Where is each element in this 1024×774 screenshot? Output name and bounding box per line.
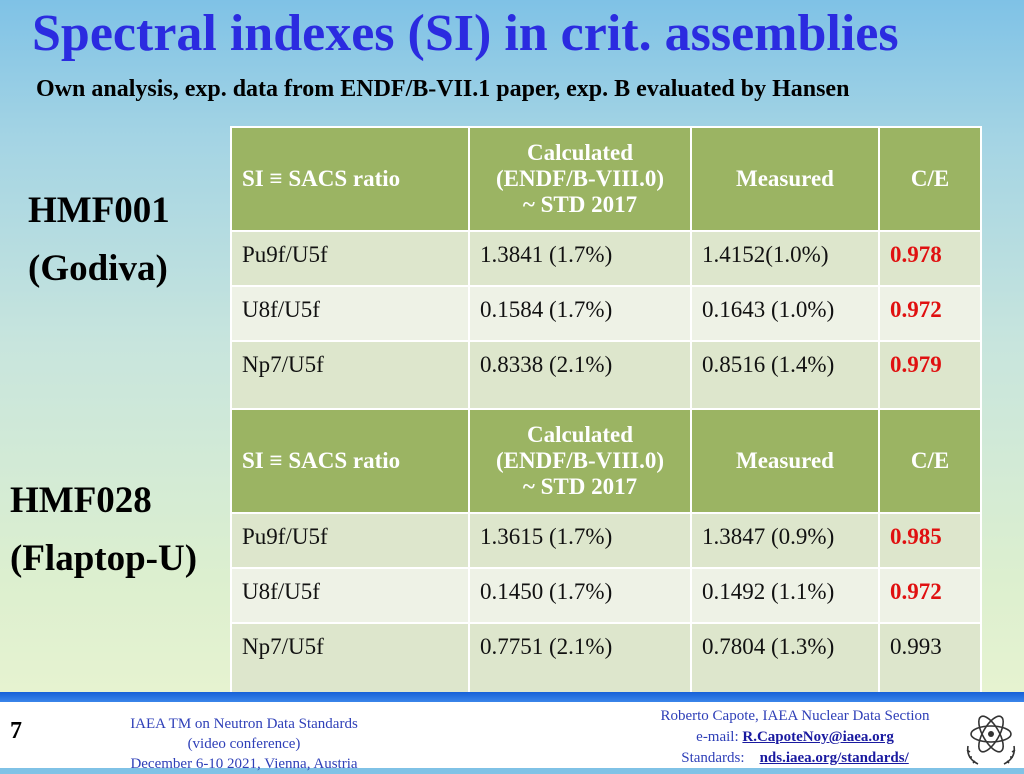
header-calculated-line3: ~ STD 2017 bbox=[522, 192, 638, 217]
table-row: Pu9f/U5f 1.3615 (1.7%) 1.3847 (0.9%) 0.9… bbox=[230, 512, 982, 569]
assembly-name: (Flaptop-U) bbox=[10, 538, 198, 579]
cell-measured: 1.4152(1.0%) bbox=[690, 230, 880, 287]
email-link[interactable]: R.CapoteNoy@iaea.org bbox=[742, 729, 894, 745]
header-calculated-line1: Calculated bbox=[526, 422, 634, 447]
header-measured: Measured bbox=[690, 126, 880, 232]
standards-line: Standards: nds.iaea.org/standards/ bbox=[620, 748, 970, 769]
conference-info: IAEA TM on Neutron Data Standards (video… bbox=[106, 714, 382, 774]
table-row: Pu9f/U5f 1.3841 (1.7%) 1.4152(1.0%) 0.97… bbox=[230, 230, 982, 287]
slide-footer: 7 IAEA TM on Neutron Data Standards (vid… bbox=[0, 702, 1024, 772]
header-calculated: Calculated (ENDF/B-VIII.0) ~ STD 2017 bbox=[468, 126, 692, 232]
assembly-name: (Godiva) bbox=[28, 248, 168, 289]
si-table-hmf001: SI ≡ SACS ratio Calculated (ENDF/B-VIII.… bbox=[230, 126, 982, 413]
cell-measured: 0.1643 (1.0%) bbox=[690, 285, 880, 342]
cell-si: Pu9f/U5f bbox=[230, 230, 470, 287]
header-calculated: Calculated (ENDF/B-VIII.0) ~ STD 2017 bbox=[468, 408, 692, 514]
cell-si: Pu9f/U5f bbox=[230, 512, 470, 569]
table-header-row: SI ≡ SACS ratio Calculated (ENDF/B-VIII.… bbox=[230, 126, 982, 232]
cell-ce: 0.978 bbox=[878, 230, 982, 287]
email-label: e-mail: bbox=[696, 729, 739, 745]
cell-si: U8f/U5f bbox=[230, 567, 470, 624]
cell-calculated: 1.3841 (1.7%) bbox=[468, 230, 692, 287]
author: Roberto Capote, IAEA Nuclear Data Sectio… bbox=[660, 708, 930, 724]
iaea-logo-icon bbox=[962, 706, 1020, 768]
page-number: 7 bbox=[10, 718, 22, 744]
cell-si: U8f/U5f bbox=[230, 285, 470, 342]
table-row: Np7/U5f 0.8338 (2.1%) 0.8516 (1.4%) 0.97… bbox=[230, 340, 982, 413]
table-header-row: SI ≡ SACS ratio Calculated (ENDF/B-VIII.… bbox=[230, 408, 982, 514]
header-calculated-line3: ~ STD 2017 bbox=[522, 474, 638, 499]
assembly-id: HMF028 bbox=[10, 480, 152, 521]
assembly-label-hmf001: HMF001 (Godiva) bbox=[28, 182, 170, 298]
cell-si: Np7/U5f bbox=[230, 340, 470, 413]
cell-calculated: 0.1584 (1.7%) bbox=[468, 285, 692, 342]
table-row: U8f/U5f 0.1450 (1.7%) 0.1492 (1.1%) 0.97… bbox=[230, 567, 982, 624]
header-si: SI ≡ SACS ratio bbox=[230, 126, 470, 232]
cell-ce: 0.985 bbox=[878, 512, 982, 569]
header-calculated-line1: Calculated bbox=[526, 140, 634, 165]
slide-subtitle: Own analysis, exp. data from ENDF/B-VII.… bbox=[36, 76, 850, 102]
cell-calculated: 0.1450 (1.7%) bbox=[468, 567, 692, 624]
cell-measured: 0.8516 (1.4%) bbox=[690, 340, 880, 413]
standards-label: Standards: bbox=[681, 750, 745, 766]
cell-ce: 0.972 bbox=[878, 567, 982, 624]
header-ce: C/E bbox=[878, 408, 982, 514]
header-ce: C/E bbox=[878, 126, 982, 232]
assembly-id: HMF001 bbox=[28, 190, 170, 231]
si-table-hmf028: SI ≡ SACS ratio Calculated (ENDF/B-VIII.… bbox=[230, 408, 982, 695]
conference-name: IAEA TM on Neutron Data Standards bbox=[130, 716, 358, 732]
conference-date: December 6-10 2021, Vienna, Austria bbox=[130, 756, 358, 772]
slide-title: Spectral indexes (SI) in crit. assemblie… bbox=[32, 5, 899, 62]
footer-divider bbox=[0, 692, 1024, 702]
header-calculated-line2: (ENDF/B-VIII.0) bbox=[495, 448, 665, 473]
cell-si: Np7/U5f bbox=[230, 622, 470, 695]
cell-measured: 1.3847 (0.9%) bbox=[690, 512, 880, 569]
header-si: SI ≡ SACS ratio bbox=[230, 408, 470, 514]
cell-calculated: 1.3615 (1.7%) bbox=[468, 512, 692, 569]
cell-calculated: 0.7751 (2.1%) bbox=[468, 622, 692, 695]
table-row: Np7/U5f 0.7751 (2.1%) 0.7804 (1.3%) 0.99… bbox=[230, 622, 982, 695]
email-line: e-mail: R.CapoteNoy@iaea.org bbox=[620, 727, 970, 748]
cell-measured: 0.1492 (1.1%) bbox=[690, 567, 880, 624]
assembly-label-hmf028: HMF028 (Flaptop-U) bbox=[10, 472, 197, 588]
cell-ce: 0.972 bbox=[878, 285, 982, 342]
standards-link[interactable]: nds.iaea.org/standards/ bbox=[759, 750, 909, 766]
header-measured: Measured bbox=[690, 408, 880, 514]
cell-ce: 0.979 bbox=[878, 340, 982, 413]
header-calculated-line2: (ENDF/B-VIII.0) bbox=[495, 166, 665, 191]
contact-info: Roberto Capote, IAEA Nuclear Data Sectio… bbox=[620, 706, 970, 769]
cell-calculated: 0.8338 (2.1%) bbox=[468, 340, 692, 413]
cell-ce: 0.993 bbox=[878, 622, 982, 695]
table-row: U8f/U5f 0.1584 (1.7%) 0.1643 (1.0%) 0.97… bbox=[230, 285, 982, 342]
cell-measured: 0.7804 (1.3%) bbox=[690, 622, 880, 695]
conference-format: (video conference) bbox=[187, 736, 301, 752]
